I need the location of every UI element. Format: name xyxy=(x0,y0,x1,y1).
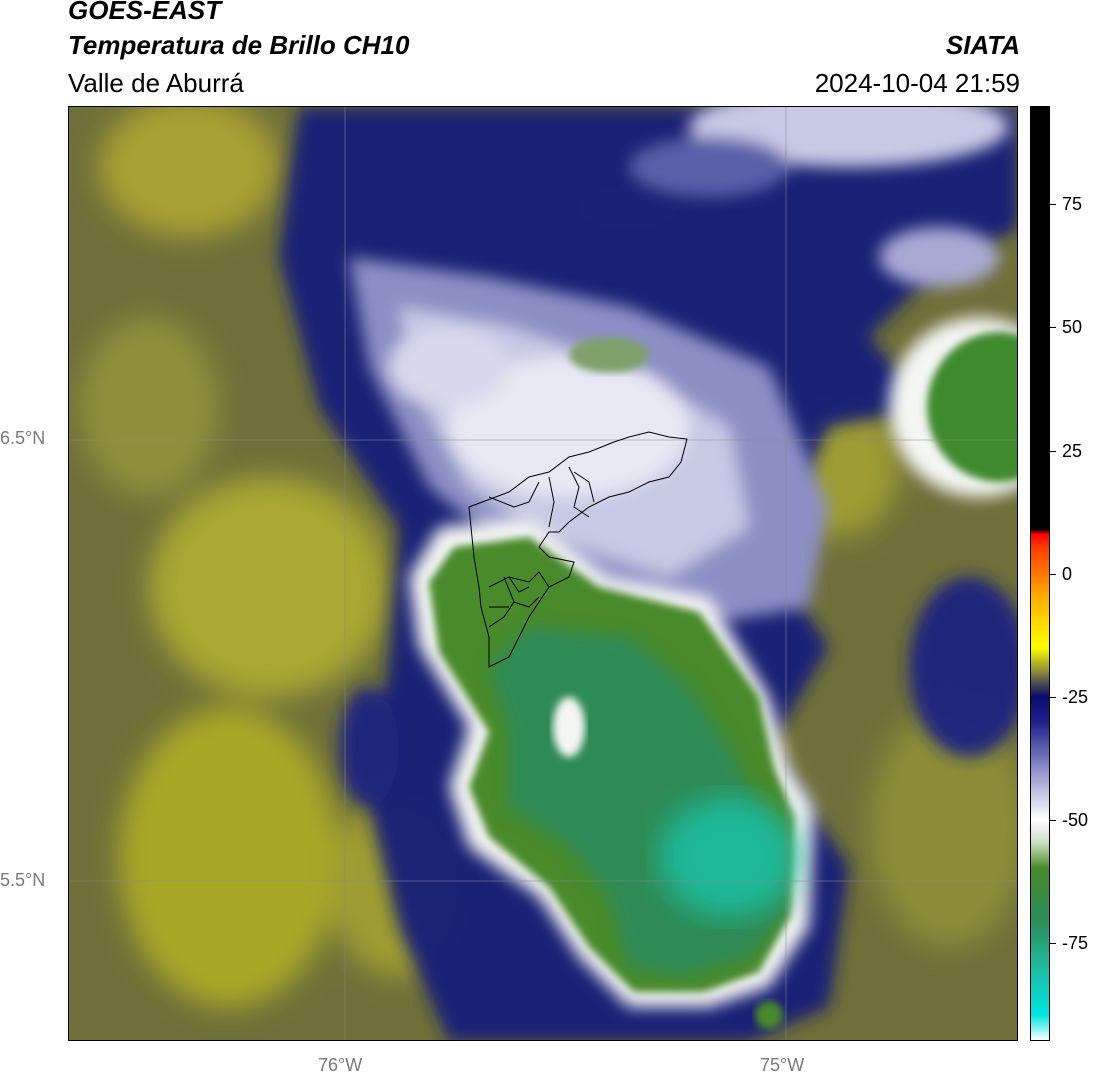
channel-title: Temperatura de Brillo CH10 xyxy=(68,30,410,60)
boundary-line-2 xyxy=(548,476,555,528)
boundary-line-1 xyxy=(488,481,540,508)
small-cold-patch xyxy=(569,337,649,373)
organization-label: SIATA xyxy=(945,30,1020,60)
colorbar-tick-label: 0 xyxy=(1062,563,1073,584)
colorbar-tick-mark xyxy=(1050,327,1056,329)
boundary-line-7 xyxy=(513,596,540,608)
colorbar-tick-label: -25 xyxy=(1062,686,1089,707)
aburra-valley-boundaries xyxy=(468,431,688,668)
colorbar-tick-label: -50 xyxy=(1062,809,1089,830)
boundary-line-5 xyxy=(488,571,550,588)
latitude-label-6-5n: 6.5°N xyxy=(0,428,46,448)
longitude-label-76w: 76°W xyxy=(318,1055,363,1075)
satellite-map[interactable] xyxy=(68,106,1018,1041)
timestamp-label: 2024-10-04 21:59 xyxy=(814,68,1020,98)
region-label: Valle de Aburrá xyxy=(68,68,244,98)
eastern-convective-cell xyxy=(889,317,1017,497)
graticule xyxy=(69,107,1017,1040)
colorbar-tick-label: 75 xyxy=(1062,194,1083,215)
colorbar-tick-mark xyxy=(1050,450,1056,452)
temperature-colorbar xyxy=(1030,106,1050,1041)
convective-core xyxy=(409,517,814,1029)
product-title: GOES-EAST xyxy=(68,0,222,25)
colorbar-tick-mark xyxy=(1050,942,1056,944)
colorbar-tick-mark xyxy=(1050,204,1056,206)
longitude-label-75w: 75°W xyxy=(760,1055,805,1075)
colorbar-tick-mark xyxy=(1050,819,1056,821)
boundary-line-6 xyxy=(488,576,515,628)
brightness-temperature-field xyxy=(69,107,1017,1040)
latitude-label-5-5n: 5.5°N xyxy=(0,870,46,890)
colorbar-tick-label: 25 xyxy=(1062,440,1083,461)
colorbar-tick-label: -75 xyxy=(1062,932,1089,953)
boundary-line-8 xyxy=(508,576,530,593)
cold-cloud-tops xyxy=(349,107,1009,627)
colorbar-tick-mark xyxy=(1050,573,1056,575)
colorbar-tick-label: 50 xyxy=(1062,317,1083,338)
valley-outline xyxy=(468,431,688,668)
boundary-line-3 xyxy=(568,466,590,518)
boundary-line-4 xyxy=(573,471,595,503)
colorbar-tick-mark xyxy=(1050,696,1056,698)
